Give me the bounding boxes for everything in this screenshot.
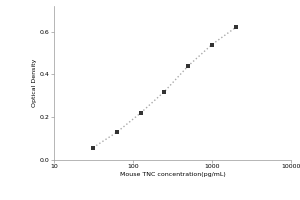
Point (233, 26, 238, 29)
X-axis label: Mouse TNC concentration(pg/mL): Mouse TNC concentration(pg/mL) (120, 172, 225, 177)
Point (91, 146, 95, 149)
Point (138, 111, 143, 115)
Point (210, 43, 214, 46)
Point (115, 131, 119, 134)
Y-axis label: Optical Density: Optical Density (32, 59, 37, 107)
Point (186, 64, 190, 67)
Point (162, 90, 167, 93)
